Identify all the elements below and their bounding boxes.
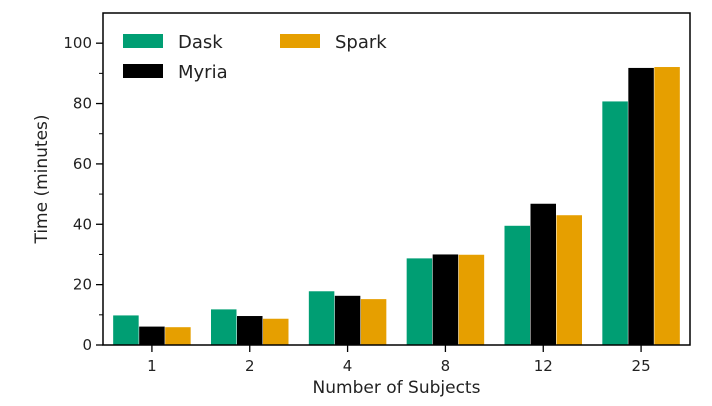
x-tick-label: 1 <box>147 357 157 375</box>
bar-myria-4 <box>334 295 361 345</box>
bar-dask-4 <box>308 291 335 345</box>
x-tick-label: 8 <box>441 357 451 375</box>
y-tick-label: 80 <box>73 95 92 113</box>
bar-myria-12 <box>530 203 556 345</box>
bar-spark-1 <box>165 327 191 345</box>
legend-label-dask: Dask <box>178 32 223 53</box>
y-tick-label: 100 <box>63 34 92 52</box>
bar-myria-2 <box>237 316 263 345</box>
legend-swatch-dask <box>123 34 163 48</box>
x-tick-label: 25 <box>632 357 651 375</box>
bar-spark-2 <box>263 318 289 345</box>
bar-dask-8 <box>406 258 433 345</box>
bar-myria-25 <box>628 67 654 345</box>
bar-myria-1 <box>139 326 165 345</box>
bars-group <box>113 67 680 345</box>
bar-spark-25 <box>654 67 680 345</box>
y-tick-label: 60 <box>73 155 92 173</box>
legend-label-spark: Spark <box>335 32 387 53</box>
legend-swatch-myria <box>123 64 163 78</box>
legend: Dask Myria Spark <box>123 32 387 83</box>
x-tick-label: 12 <box>534 357 553 375</box>
bar-myria-8 <box>432 254 459 345</box>
y-tick-label: 0 <box>82 336 92 354</box>
bar-spark-8 <box>458 254 485 345</box>
legend-label-myria: Myria <box>178 62 228 83</box>
bar-dask-1 <box>113 315 139 345</box>
y-tick-label: 40 <box>73 215 92 233</box>
y-axis-ticks: 0 20 40 60 80 100 <box>63 34 103 354</box>
x-axis-label: Number of Subjects <box>313 378 481 398</box>
plot-frame <box>102 12 691 346</box>
bar-dask-25 <box>602 101 628 345</box>
y-tick-label: 20 <box>73 276 92 294</box>
x-tick-label: 2 <box>245 357 255 375</box>
bar-dask-12 <box>504 225 530 345</box>
legend-swatch-spark <box>280 34 320 48</box>
bar-dask-2 <box>211 309 237 345</box>
bar-spark-12 <box>556 215 582 345</box>
x-tick-label: 4 <box>343 357 353 375</box>
y-axis-label: Time (minutes) <box>32 114 52 244</box>
x-axis-ticks: 1 2 4 8 12 25 <box>147 345 651 375</box>
bar-spark-4 <box>360 299 387 345</box>
